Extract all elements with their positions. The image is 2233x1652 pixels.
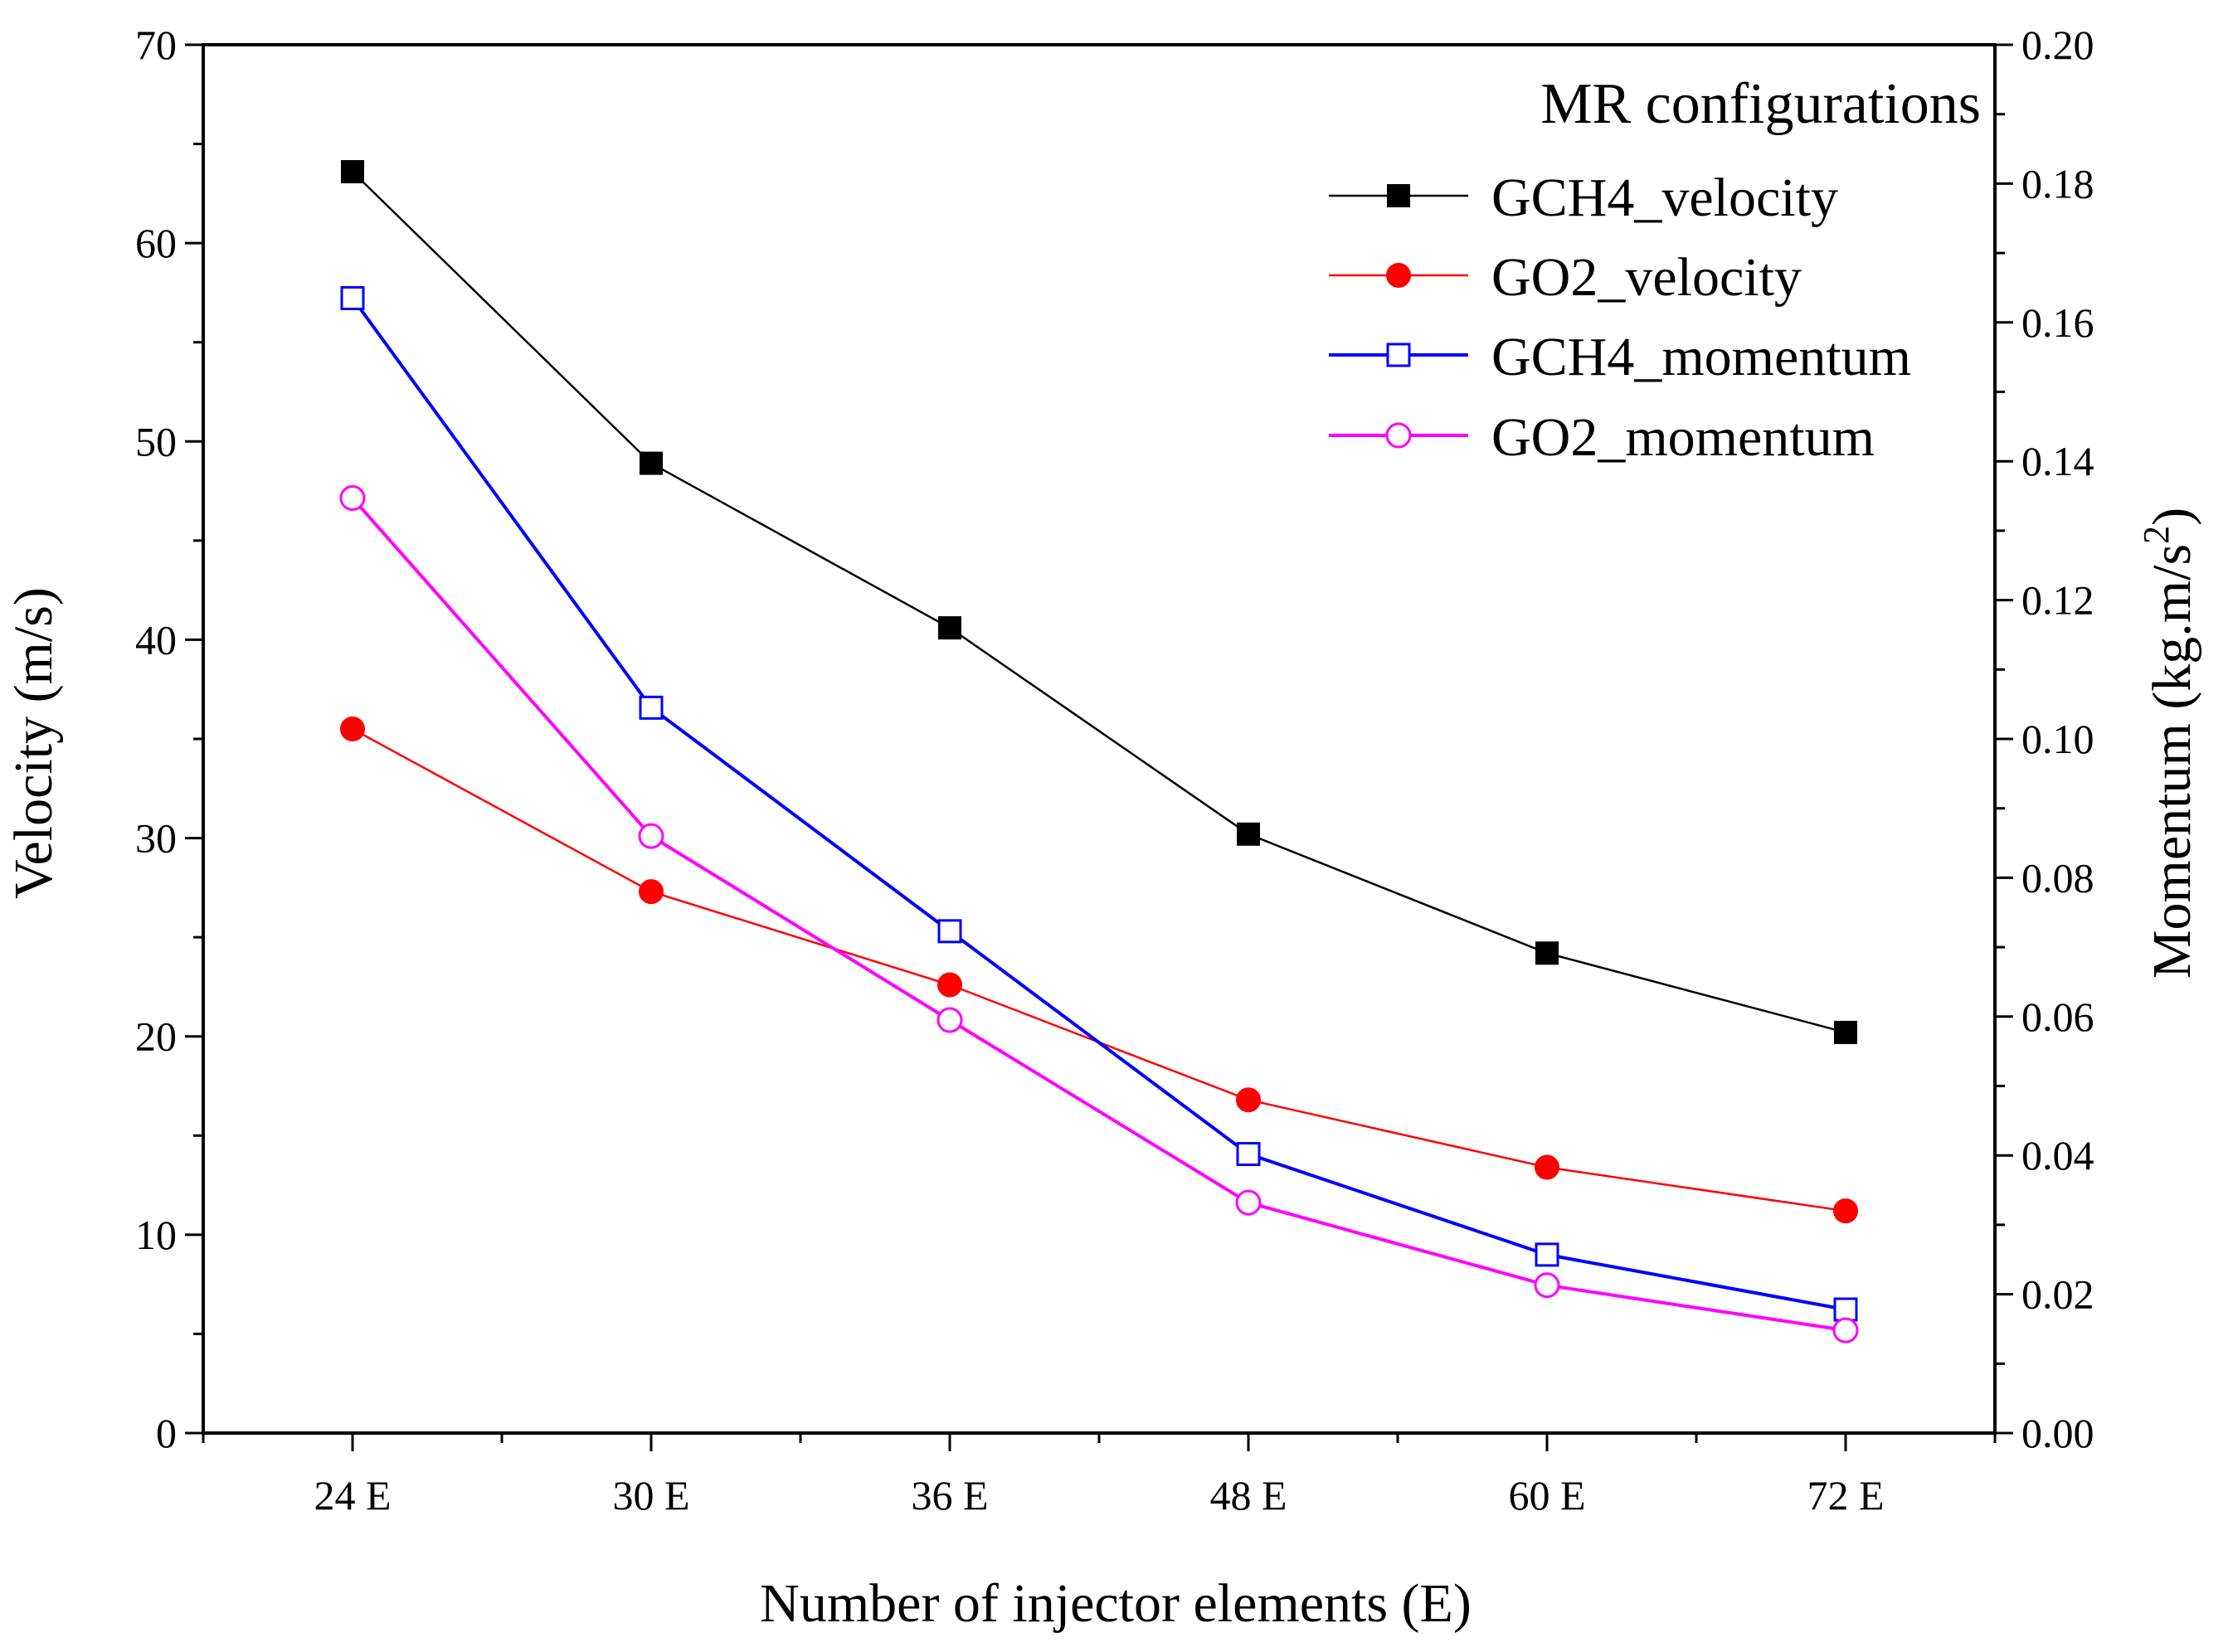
y-right-tick-label: 0.18 (2021, 160, 2094, 206)
series-line-go2-momentum (351, 497, 1846, 1333)
y-axis-right-title-sup: 2 (2136, 526, 2177, 544)
x-axis-title: Number of injector elements (E) (760, 1573, 1472, 1634)
data-point-go2-momentum (1534, 1272, 1560, 1299)
x-tick-label: 72 E (1807, 1472, 1884, 1518)
data-point-go2-momentum (339, 485, 366, 512)
data-point-go2-velocity (937, 972, 962, 998)
data-point-gch4-velocity (1535, 941, 1559, 965)
y-axis-right-title-end: ) (2142, 508, 2202, 526)
legend-marker-gch4-momentum (1386, 343, 1411, 367)
x-tick-label: 48 E (1209, 1472, 1287, 1518)
x-tick-label: 60 E (1508, 1472, 1585, 1518)
data-point-go2-velocity (639, 879, 664, 905)
y-axis-left-title: Velocity (m/s) (3, 587, 64, 899)
y-right-tick-label: 0.14 (2021, 438, 2094, 484)
y-left-tick-label: 0 (156, 1410, 177, 1456)
y-right-tick-label: 0.04 (2021, 1132, 2094, 1178)
series-go2-momentum (339, 485, 1859, 1343)
series-gch4-velocity (341, 160, 1857, 1044)
data-point-go2-velocity (1833, 1198, 1858, 1224)
data-point-gch4-velocity (1237, 822, 1260, 846)
data-point-go2-velocity (1236, 1087, 1261, 1113)
series-line-gch4-velocity (352, 171, 1846, 1034)
y-right-tick-label: 0.08 (2021, 854, 2094, 901)
legend-title: MR configurations (1540, 72, 1981, 136)
y-right-tick-label: 0.16 (2021, 299, 2094, 346)
series-layer (339, 160, 1859, 1343)
y-right-tick-label: 0.02 (2021, 1271, 2094, 1318)
x-tick-label: 24 E (314, 1472, 391, 1518)
legend-marker-go2-velocity (1386, 263, 1411, 288)
legend-marker-go2-momentum (1385, 422, 1412, 449)
y-axis-right-title-main: Momentum (kg.m/s (2142, 544, 2202, 979)
data-point-go2-velocity (340, 717, 365, 742)
legend-label-go2-momentum: GO2_momentum (1491, 407, 1875, 468)
data-point-go2-momentum (638, 823, 664, 849)
legend-label-go2-velocity: GO2_velocity (1491, 247, 1802, 308)
y-axis-right-title: Momentum (kg.m/s2) (2136, 508, 2202, 979)
legend-marker-gch4-velocity (1387, 184, 1410, 207)
y-right-tick-label: 0.20 (2021, 22, 2094, 68)
data-point-go2-momentum (1235, 1189, 1262, 1216)
legend: MR configurations GCH4_velocity GO2_veloci… (1329, 72, 1981, 468)
y-right-tick-label: 0.12 (2021, 577, 2094, 624)
y-right-tick-label: 0.06 (2021, 994, 2094, 1040)
y-left-tick-label: 50 (135, 418, 177, 464)
axes: 0 10 20 30 40 50 60 70 0.00 0.02 0.04 0.06 0.08 0.10 0… (135, 22, 2094, 1518)
data-point-gch4-momentum (1833, 1297, 1858, 1322)
y-right-tick-label: 0.10 (2021, 716, 2094, 762)
data-point-gch4-momentum (1236, 1142, 1261, 1167)
data-point-gch4-velocity (938, 616, 961, 640)
series-gch4-momentum (340, 286, 1858, 1322)
data-point-gch4-velocity (640, 451, 663, 475)
legend-label-gch4-momentum: GCH4_momentum (1491, 327, 1911, 387)
data-point-gch4-velocity (341, 160, 364, 184)
x-tick-label: 30 E (612, 1472, 689, 1518)
data-point-gch4-momentum (937, 919, 962, 944)
data-point-gch4-momentum (340, 286, 365, 311)
legend-label-gch4-velocity: GCH4_velocity (1491, 168, 1838, 228)
y-left-tick-label: 70 (135, 22, 177, 68)
data-point-go2-momentum (936, 1007, 963, 1033)
data-point-go2-momentum (1832, 1317, 1859, 1343)
data-point-gch4-momentum (1535, 1242, 1559, 1267)
y-left-tick-label: 20 (135, 1013, 177, 1060)
data-point-gch4-momentum (639, 695, 664, 720)
x-tick-label: 36 E (911, 1472, 988, 1518)
data-point-go2-velocity (1535, 1154, 1559, 1180)
y-left-tick-label: 10 (135, 1212, 177, 1258)
y-left-tick-label: 40 (135, 616, 177, 663)
y-left-tick-label: 60 (135, 220, 177, 266)
series-line-gch4-momentum (351, 297, 1846, 1311)
y-left-tick-label: 30 (135, 815, 177, 862)
data-point-gch4-velocity (1834, 1020, 1857, 1044)
y-right-tick-label: 0.00 (2021, 1410, 2094, 1456)
